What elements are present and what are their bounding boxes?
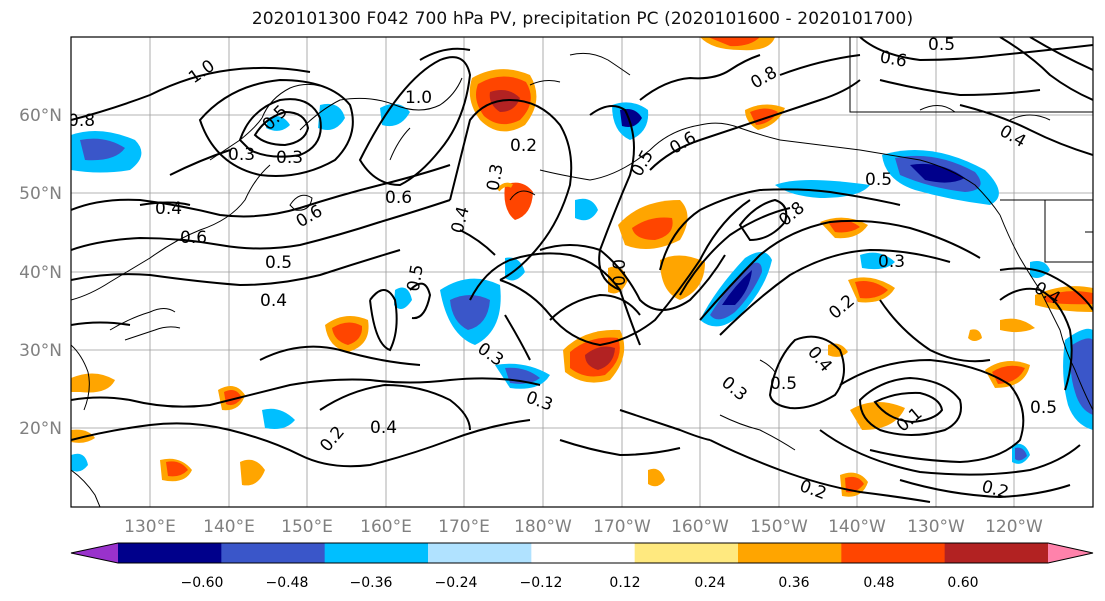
svg-text:0.5: 0.5 (404, 263, 428, 293)
lat-label: 50°N (19, 184, 62, 204)
colorbar-segment (428, 543, 532, 563)
svg-text:0.6: 0.6 (385, 188, 412, 208)
colorbar-tick-label: 0.24 (694, 575, 725, 591)
lon-label: 140°W (828, 517, 886, 537)
lon-label: 170°E (438, 517, 490, 537)
map-title: 2020101300 F042 700 hPa PV, precipitatio… (251, 9, 914, 29)
colorbar-tick-label: 0.12 (609, 575, 640, 591)
colorbar-segment (324, 543, 429, 563)
lon-label: 180°W (514, 517, 572, 537)
lon-label: 150°W (750, 517, 808, 537)
lon-label: 130°E (124, 517, 176, 537)
svg-text:0.5: 0.5 (928, 35, 955, 55)
svg-text:1.0: 1.0 (405, 88, 432, 108)
svg-text:0.0: 0.0 (610, 259, 630, 286)
svg-text:0.5: 0.5 (1030, 398, 1057, 418)
pv-contours-thin (289, 105, 1051, 211)
coastlines (71, 37, 1093, 507)
lat-label: 40°N (19, 263, 62, 283)
svg-text:0.5: 0.5 (770, 374, 797, 394)
lat-label: 30°N (19, 341, 62, 361)
svg-text:0.3: 0.3 (483, 162, 507, 192)
colorbar-segment (118, 543, 222, 563)
colorbar-tick-label: 0.48 (863, 575, 894, 591)
colorbar-segment (841, 543, 946, 563)
lon-label: 130°W (907, 517, 965, 537)
lon-label: 170°W (593, 517, 651, 537)
latitude-labels: 20°N 30°N 40°N 50°N 60°N (19, 106, 62, 439)
lon-label: 150°E (281, 517, 333, 537)
longitude-labels: 130°E 140°E 150°E 160°E 170°E 180°W 170°… (124, 517, 1043, 537)
colorbar-tick-label: −0.36 (350, 575, 393, 591)
svg-text:0.5: 0.5 (865, 170, 892, 190)
svg-text:0.6: 0.6 (878, 47, 908, 71)
svg-text:0.4: 0.4 (260, 291, 287, 311)
colorbar-outline (70, 542, 1094, 564)
lon-label: 160°W (671, 517, 729, 537)
colorbar-segment (634, 543, 739, 563)
svg-text:0.2: 0.2 (510, 136, 537, 156)
colorbar (70, 542, 1094, 564)
svg-text:0.6: 0.6 (180, 228, 207, 248)
lon-label: 140°E (203, 517, 255, 537)
colorbar-tick-label: −0.60 (181, 575, 224, 591)
colorbar-segment (738, 543, 842, 563)
colorbar-tick-label: 0.36 (778, 575, 809, 591)
lon-label: 120°W (985, 517, 1043, 537)
colorbar-tick-label: −0.12 (520, 575, 563, 591)
colorbar-labels: −0.60 −0.48 −0.36 −0.24 −0.12 0.12 0.24 … (181, 575, 979, 591)
lat-label: 60°N (19, 106, 62, 126)
colorbar-tick-label: −0.24 (435, 575, 478, 591)
colorbar-segment (944, 543, 1049, 563)
lat-label: 20°N (19, 419, 62, 439)
svg-text:0.4: 0.4 (155, 199, 182, 219)
colorbar-segment (221, 543, 326, 563)
colorbar-extend-left (71, 543, 118, 563)
colorbar-extend-right (1048, 543, 1093, 563)
svg-text:0.3: 0.3 (276, 148, 303, 168)
svg-text:0.3: 0.3 (878, 252, 905, 272)
colorbar-segment (531, 543, 636, 563)
colorbar-tick-label: −0.48 (266, 575, 309, 591)
map-frame (70, 36, 1094, 508)
colorbar-tick-label: 0.60 (947, 575, 978, 591)
svg-text:0.5: 0.5 (265, 253, 292, 273)
lon-label: 160°E (360, 517, 412, 537)
svg-text:0.3: 0.3 (228, 145, 255, 165)
pv-contours (71, 37, 1093, 503)
svg-text:0.4: 0.4 (370, 418, 397, 438)
svg-text:0.8: 0.8 (68, 111, 95, 131)
